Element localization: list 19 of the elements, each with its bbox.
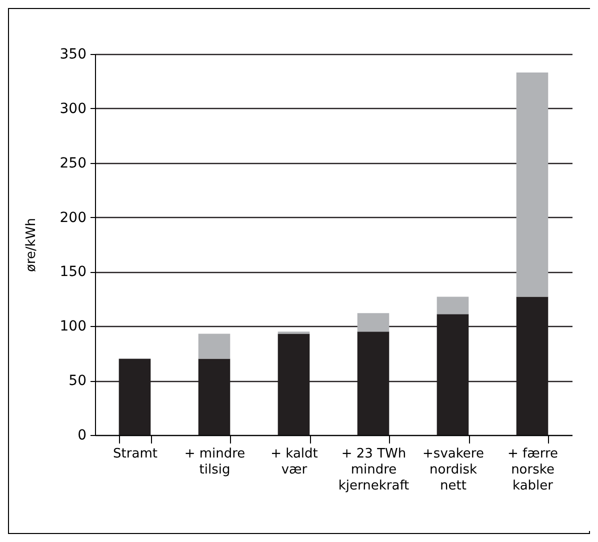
y-tick-label: 100 — [60, 318, 86, 335]
x-tick-label: + kaldt vær — [270, 446, 318, 478]
y-axis-title: øre/kWh — [24, 218, 39, 272]
bar — [516, 72, 548, 297]
x-tick-label: Stramt — [113, 446, 158, 462]
y-tick-label: 250 — [60, 155, 86, 172]
y-tick-label: 150 — [60, 264, 86, 280]
x-tick-label: + mindre tilsig — [184, 446, 246, 478]
y-tick-label: 300 — [60, 100, 86, 117]
y-tick-label: 0 — [78, 428, 86, 444]
y-tick-label: 50 — [68, 373, 86, 390]
y-tick-label: 350 — [60, 46, 86, 62]
x-tick-label: + færre norske kabler — [507, 446, 558, 494]
x-tick-label: + 23 TWh mindre kjernekraft — [338, 446, 410, 494]
x-tick-label: +svakere nordisk nett — [422, 446, 484, 494]
bar — [357, 313, 390, 332]
bar — [198, 334, 230, 359]
bar — [436, 296, 469, 314]
y-tick-label: 200 — [60, 210, 86, 226]
